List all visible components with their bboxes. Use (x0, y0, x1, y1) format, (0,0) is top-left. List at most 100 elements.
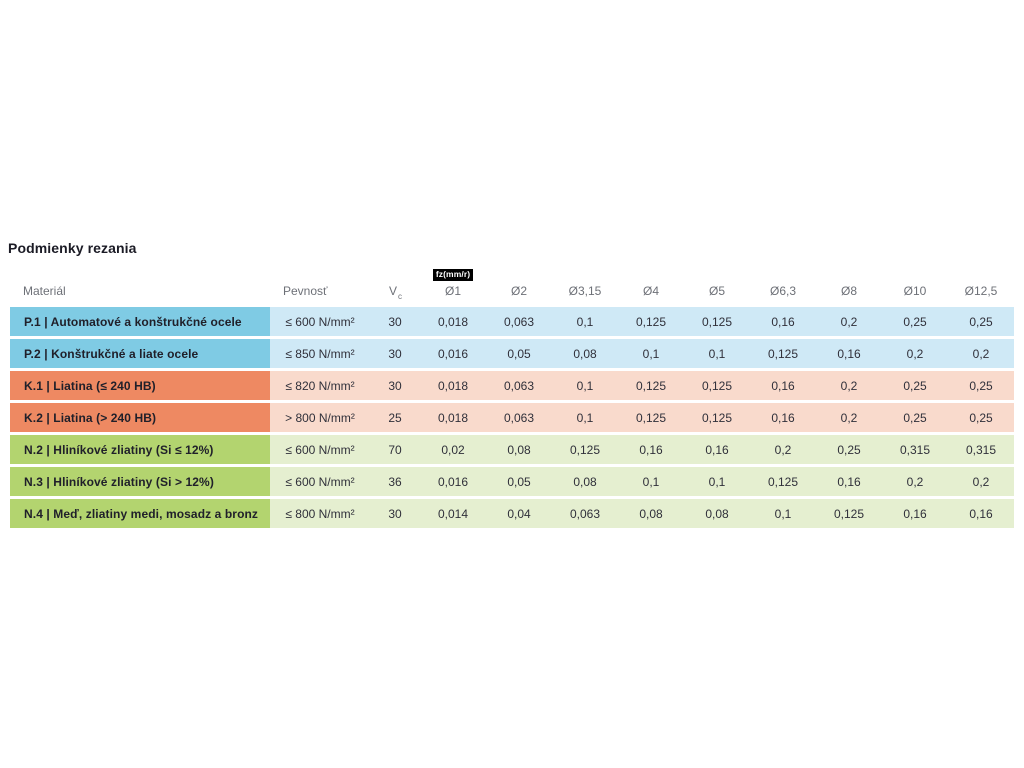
column-header-diameter-3: Ø3,15 (552, 258, 618, 304)
table-row: P.2 | Konštrukčné a liate ocele ≤ 850 N/m… (10, 339, 1014, 368)
material-cell: K.1 | Liatina (≤ 240 HB) (10, 371, 270, 400)
fz-value-cell: 0,018 (420, 307, 486, 336)
column-header-diameter-6: Ø6,3 (750, 258, 816, 304)
material-cell: N.2 | Hliníkové zliatiny (Si ≤ 12%) (10, 435, 270, 464)
material-cell: K.2 | Liatina (> 240 HB) (10, 403, 270, 432)
fz-value-cell: 0,063 (486, 371, 552, 400)
diameter-label: Ø2 (510, 284, 527, 298)
fz-value-cell: 0,125 (684, 371, 750, 400)
fz-value-cell: 0,16 (816, 467, 882, 496)
fz-value-cell: 0,08 (552, 339, 618, 368)
fz-value-cell: 0,08 (552, 467, 618, 496)
vc-cell: 30 (370, 371, 420, 400)
fz-value-cell: 0,1 (684, 339, 750, 368)
fz-value-cell: 0,2 (816, 307, 882, 336)
fz-value-cell: 0,08 (684, 499, 750, 528)
fz-value-cell: 0,16 (684, 435, 750, 464)
fz-value-cell: 0,2 (816, 371, 882, 400)
vc-subscript: c (398, 292, 402, 301)
fz-value-cell: 0,25 (948, 403, 1014, 432)
pevnost-cell: ≤ 800 N/mm² (270, 499, 370, 528)
diameter-label: Ø6,3 (769, 284, 796, 298)
fz-value-cell: 0,016 (420, 467, 486, 496)
fz-value-cell: 0,04 (486, 499, 552, 528)
fz-value-cell: 0,2 (816, 403, 882, 432)
table-row: N.2 | Hliníkové zliatiny (Si ≤ 12%) ≤ 600… (10, 435, 1014, 464)
table-row: N.3 | Hliníkové zliatiny (Si > 12%) ≤ 600… (10, 467, 1014, 496)
vc-cell: 70 (370, 435, 420, 464)
fz-value-cell: 0,125 (552, 435, 618, 464)
fz-value-cell: 0,018 (420, 403, 486, 432)
fz-value-cell: 0,1 (684, 467, 750, 496)
diameter-label: Ø10 (903, 284, 927, 298)
fz-value-cell: 0,16 (750, 403, 816, 432)
fz-value-cell: 0,16 (882, 499, 948, 528)
vc-cell: 30 (370, 307, 420, 336)
fz-value-cell: 0,125 (618, 307, 684, 336)
fz-value-cell: 0,125 (684, 307, 750, 336)
fz-value-cell: 0,063 (486, 403, 552, 432)
vc-cell: 36 (370, 467, 420, 496)
fz-value-cell: 0,1 (618, 467, 684, 496)
fz-unit-badge: fz(mm/r) (432, 268, 474, 281)
fz-value-cell: 0,2 (882, 467, 948, 496)
fz-value-cell: 0,08 (486, 435, 552, 464)
fz-value-cell: 0,018 (420, 371, 486, 400)
column-header-diameter-4: Ø4 (618, 258, 684, 304)
table-row: K.1 | Liatina (≤ 240 HB) ≤ 820 N/mm² 30 0,0… (10, 371, 1014, 400)
vc-cell: 30 (370, 499, 420, 528)
table-row: P.1 | Automatové a konštrukčné ocele ≤ 60… (10, 307, 1014, 336)
fz-value-cell: 0,16 (750, 371, 816, 400)
fz-value-cell: 0,016 (420, 339, 486, 368)
pevnost-cell: ≤ 600 N/mm² (270, 435, 370, 464)
vc-cell: 30 (370, 339, 420, 368)
fz-value-cell: 0,125 (684, 403, 750, 432)
column-header-diameter-9: Ø12,5 (948, 258, 1014, 304)
pevnost-cell: ≤ 600 N/mm² (270, 467, 370, 496)
fz-value-cell: 0,014 (420, 499, 486, 528)
fz-value-cell: 0,25 (816, 435, 882, 464)
fz-value-cell: 0,05 (486, 467, 552, 496)
column-header-diameter-8: Ø10 (882, 258, 948, 304)
page-title: Podmienky rezania (8, 240, 137, 256)
fz-value-cell: 0,2 (750, 435, 816, 464)
column-header-diameter-5: Ø5 (684, 258, 750, 304)
fz-value-cell: 0,1 (552, 307, 618, 336)
table-body: P.1 | Automatové a konštrukčné ocele ≤ 60… (10, 307, 1014, 528)
column-header-pevnost: Pevnosť (283, 284, 328, 298)
table-row: N.4 | Meď, zliatiny medi, mosadz a bronz… (10, 499, 1014, 528)
fz-value-cell: 0,16 (618, 435, 684, 464)
pevnost-cell: ≤ 600 N/mm² (270, 307, 370, 336)
fz-value-cell: 0,063 (552, 499, 618, 528)
fz-value-cell: 0,125 (750, 339, 816, 368)
diameter-label: Ø4 (642, 284, 659, 298)
material-cell: N.4 | Meď, zliatiny medi, mosadz a bronz (10, 499, 270, 528)
fz-value-cell: 0,25 (882, 403, 948, 432)
fz-value-cell: 0,2 (948, 467, 1014, 496)
fz-value-cell: 0,1 (552, 371, 618, 400)
fz-value-cell: 0,125 (816, 499, 882, 528)
column-header-diameter-7: Ø8 (816, 258, 882, 304)
fz-value-cell: 0,063 (486, 307, 552, 336)
fz-value-cell: 0,16 (948, 499, 1014, 528)
diameter-label: Ø8 (840, 284, 857, 298)
vc-cell: 25 (370, 403, 420, 432)
fz-value-cell: 0,1 (750, 499, 816, 528)
fz-value-cell: 0,25 (948, 371, 1014, 400)
fz-value-cell: 0,2 (882, 339, 948, 368)
fz-value-cell: 0,125 (618, 403, 684, 432)
pevnost-cell: ≤ 820 N/mm² (270, 371, 370, 400)
fz-value-cell: 0,315 (882, 435, 948, 464)
material-cell: P.2 | Konštrukčné a liate ocele (10, 339, 270, 368)
fz-value-cell: 0,02 (420, 435, 486, 464)
column-header-diameter-1: fz(mm/r) Ø1 (420, 258, 486, 304)
diameter-label: Ø5 (708, 284, 725, 298)
fz-value-cell: 0,125 (750, 467, 816, 496)
fz-value-cell: 0,05 (486, 339, 552, 368)
fz-value-cell: 0,125 (618, 371, 684, 400)
column-header-diameter-2: Ø2 (486, 258, 552, 304)
pevnost-cell: ≤ 850 N/mm² (270, 339, 370, 368)
